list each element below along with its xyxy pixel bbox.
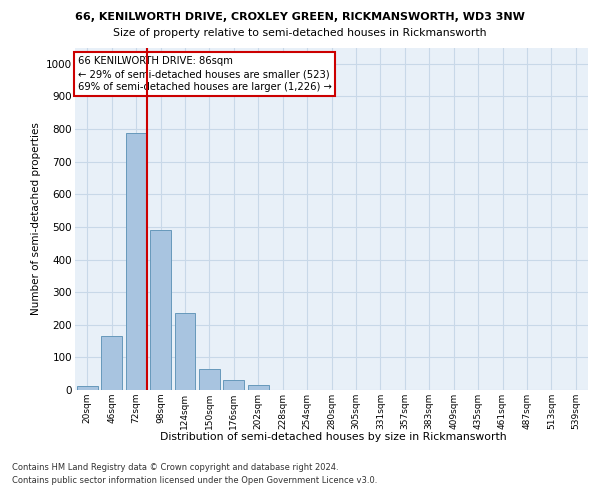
Text: 66 KENILWORTH DRIVE: 86sqm
← 29% of semi-detached houses are smaller (523)
69% o: 66 KENILWORTH DRIVE: 86sqm ← 29% of semi… [77,56,331,92]
Text: Contains public sector information licensed under the Open Government Licence v3: Contains public sector information licen… [12,476,377,485]
Y-axis label: Number of semi-detached properties: Number of semi-detached properties [31,122,41,315]
Bar [77,386,98,390]
Bar [101,336,122,390]
Text: Size of property relative to semi-detached houses in Rickmansworth: Size of property relative to semi-detach… [113,28,487,38]
Bar [199,369,220,390]
Bar [223,380,244,390]
Text: 66, KENILWORTH DRIVE, CROXLEY GREEN, RICKMANSWORTH, WD3 3NW: 66, KENILWORTH DRIVE, CROXLEY GREEN, RIC… [75,12,525,22]
Text: Contains HM Land Registry data © Crown copyright and database right 2024.: Contains HM Land Registry data © Crown c… [12,462,338,471]
Bar [150,230,171,390]
Bar [248,385,269,390]
Bar [125,134,146,390]
Text: Distribution of semi-detached houses by size in Rickmansworth: Distribution of semi-detached houses by … [160,432,506,442]
Bar [175,312,196,390]
